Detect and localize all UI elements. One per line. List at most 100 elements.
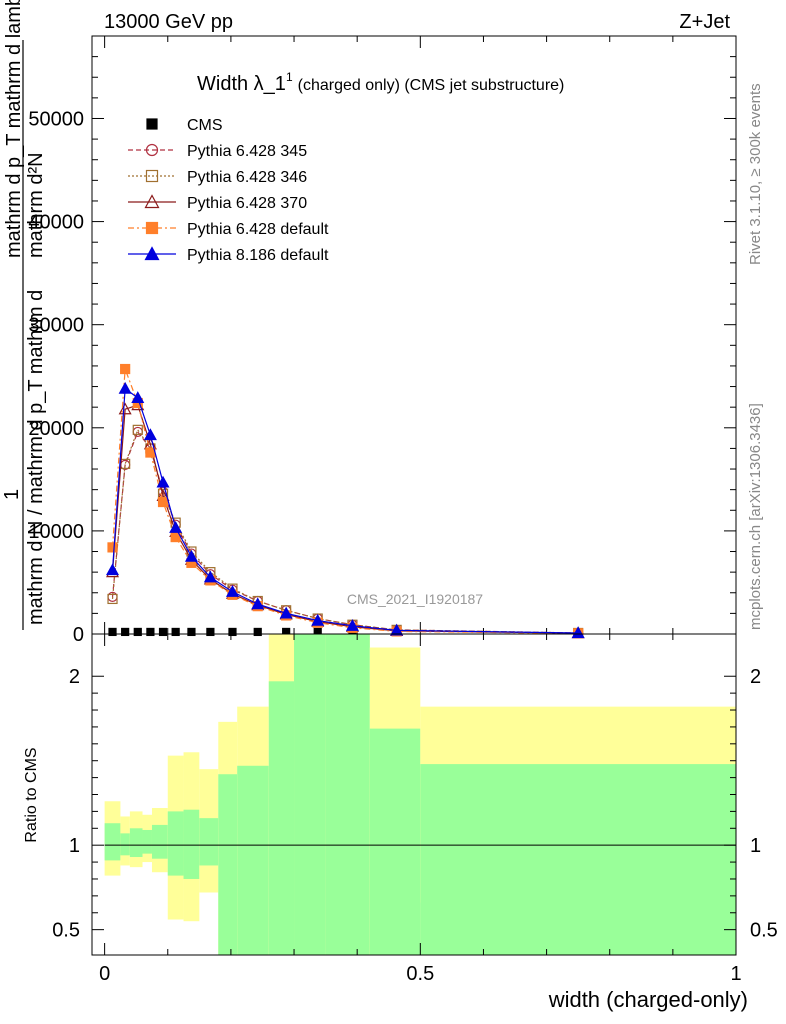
inner-band-8 — [218, 774, 238, 955]
ratio-ytick-label-right: 2 — [750, 666, 761, 688]
xtick-label: 0.5 — [406, 963, 434, 985]
top-y-axis-label: mathrm d²N mathrm d p_T mathrm d lambda … — [1, 0, 47, 630]
legend-label: CMS — [187, 117, 223, 134]
xtick-label: 1 — [730, 963, 741, 985]
legend-label: Pythia 6.428 346 — [187, 169, 307, 186]
data-point — [169, 521, 183, 533]
data-point — [133, 627, 142, 637]
legend-marker — [144, 194, 160, 209]
legend-marker — [144, 246, 160, 261]
ylabel-one: 1 — [1, 489, 23, 500]
ratio-ytick-label-right: 1 — [750, 835, 761, 857]
inner-band-12 — [325, 634, 370, 955]
series-line-2 — [111, 428, 579, 634]
legend-label: Pythia 6.428 default — [187, 221, 329, 238]
data-point — [118, 381, 132, 394]
inner-band-1 — [120, 833, 130, 856]
inner-band-2 — [129, 828, 143, 858]
top-ytick-label: 20000 — [28, 418, 84, 440]
x-axis-label: width (charged-only) — [548, 987, 748, 1012]
energy-label: 13000 GeV pp — [104, 11, 233, 33]
legend-item-2: Pythia 6.428 346 — [128, 169, 307, 186]
svg-text:Width λ_11(charged only) (CMS: Width λ_11 (charged only) (CMS jet substr… — [197, 70, 564, 95]
top-ytick-label: 30000 — [28, 315, 84, 337]
inner-band-13 — [369, 728, 421, 955]
data-point — [206, 627, 215, 637]
data-point — [571, 626, 585, 639]
inner-band-7 — [199, 818, 219, 866]
data-point — [121, 627, 130, 637]
legend-label: Pythia 6.428 345 — [187, 143, 307, 160]
data-point — [279, 606, 293, 619]
ratio-ytick-label: 2 — [69, 666, 80, 688]
legend-item-5: Pythia 8.186 default — [128, 246, 329, 264]
legend-item-1: Pythia 6.428 345 — [128, 143, 307, 160]
inner-band-10 — [268, 681, 295, 955]
legend-item-3: Pythia 6.428 370 — [128, 194, 307, 212]
data-point — [157, 496, 169, 508]
data-point — [251, 597, 265, 610]
main-plot-panel: 0 10000 20000 30000 40000 50000 — [28, 35, 737, 646]
ylabel-top-line1: mathrm d²N — [25, 152, 47, 258]
analysis-watermark: CMS_2021_I1920187 — [347, 591, 483, 607]
inner-band-9 — [237, 765, 269, 955]
data-point — [311, 613, 325, 626]
ratio-ytick-label: 1 — [69, 835, 80, 857]
process-label: Z+Jet — [679, 11, 730, 33]
ylabel-top-line2: mathrm d p_T mathrm d lambda — [3, 0, 25, 258]
data-point — [171, 627, 180, 637]
data-point — [132, 424, 143, 435]
inner-band-5 — [167, 811, 184, 876]
legend-marker — [145, 221, 159, 235]
ratio-ytick-label-right: 0.5 — [750, 920, 778, 942]
data-point — [143, 428, 157, 441]
top-ytick-label: 10000 — [28, 521, 84, 543]
series-4 — [107, 363, 584, 639]
data-point — [107, 593, 118, 605]
legend-marker — [145, 143, 159, 157]
data-point — [107, 542, 118, 553]
series-line-1 — [111, 430, 579, 634]
title-superscript: 1 — [286, 70, 293, 84]
site-label: mcplots.cern.ch [arXiv:1306.3436] — [747, 403, 764, 630]
legend: CMS Pythia 6.428 345 Pythia 6.428 346 Pythi… — [128, 117, 329, 264]
data-point — [203, 570, 217, 583]
data-point — [108, 627, 117, 637]
data-point — [156, 475, 170, 488]
series-line-4 — [111, 368, 579, 634]
data-point — [131, 391, 145, 403]
series-line-5 — [111, 387, 579, 634]
ratio-plot-panel: 0 0.5 1 0.5 0.5 1 1 2 2 — [52, 633, 778, 985]
inner-band-0 — [104, 823, 121, 861]
data-point — [106, 563, 120, 576]
ylabel-bottom-line1: mathrm d N / mathrm d p_T mathrm d — [25, 290, 47, 625]
legend-label: Pythia 6.428 370 — [187, 195, 307, 212]
top-ytick-label: 0 — [73, 624, 84, 646]
data-point — [132, 426, 143, 438]
legend-item-4: Pythia 6.428 default — [128, 221, 329, 238]
data-point — [120, 363, 131, 375]
legend-marker — [145, 169, 159, 183]
ratio-ytick-label: 0.5 — [52, 920, 80, 942]
inner-band-14 — [420, 764, 736, 955]
title-rest: (charged only) (CMS jet substructure) — [298, 77, 565, 94]
xtick-label: 0 — [99, 963, 110, 985]
data-point — [228, 627, 237, 637]
series-5 — [106, 381, 585, 639]
legend-label: Pythia 8.186 default — [187, 247, 329, 264]
data-point — [158, 627, 168, 637]
data-point — [184, 549, 198, 562]
inner-band-6 — [183, 809, 200, 879]
data-point — [187, 627, 196, 637]
title-main: Width λ_1 — [197, 73, 286, 95]
inner-band-4 — [151, 824, 168, 859]
data-point — [146, 627, 155, 637]
top-ytick-label: 40000 — [28, 212, 84, 234]
data-point — [345, 619, 359, 631]
series-line-3 — [111, 404, 579, 634]
top-ytick-label: 50000 — [28, 108, 84, 130]
legend-item-0: CMS — [146, 117, 223, 134]
data-point — [253, 627, 262, 637]
data-point — [390, 623, 404, 636]
